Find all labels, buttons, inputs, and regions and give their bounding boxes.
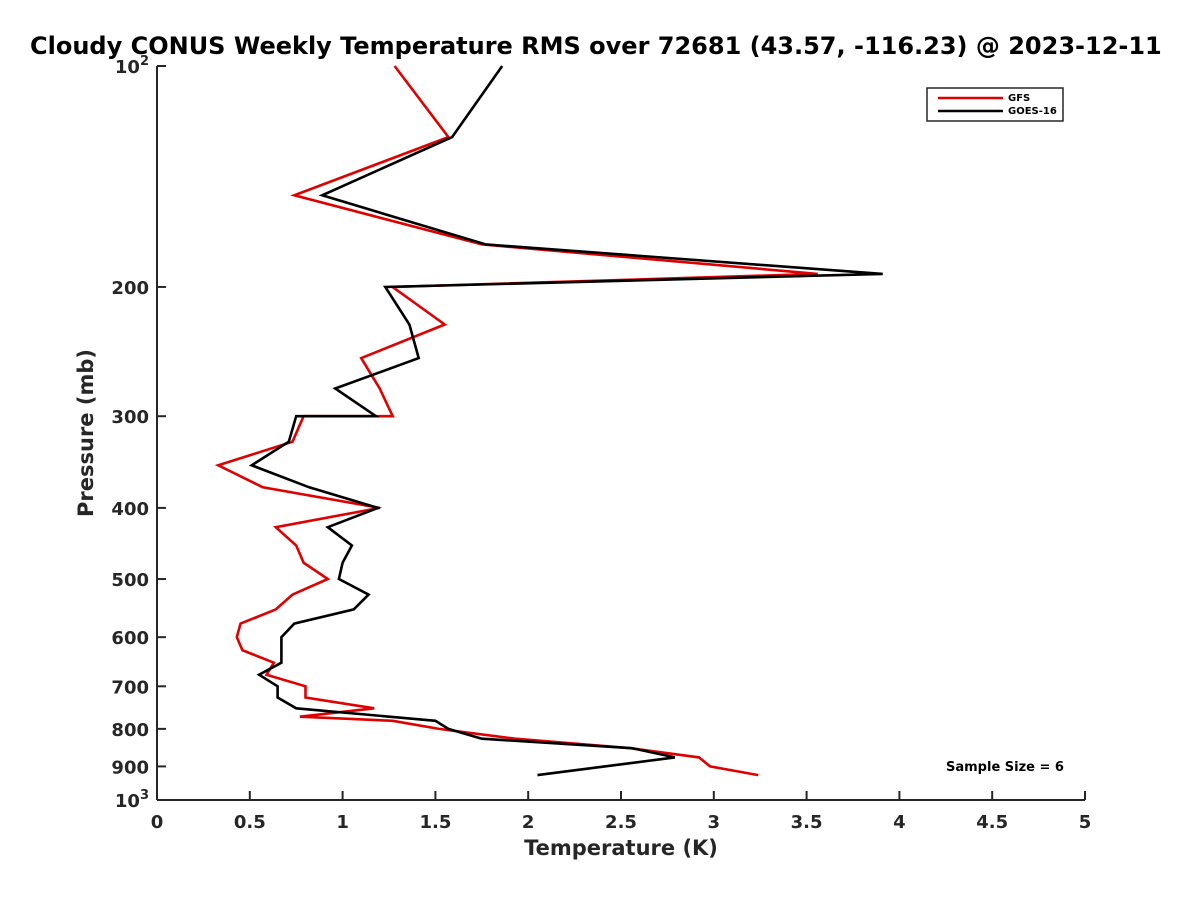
y-tick-label: 600 — [111, 628, 149, 649]
legend-label-goes: GOES-16 — [1008, 106, 1057, 117]
y-tick-label: 500 — [111, 570, 149, 591]
series-line-gfs — [214, 65, 818, 777]
x-tick-label: 5 — [1079, 812, 1092, 833]
x-tick-label: 1.5 — [419, 812, 451, 833]
x-tick-label: 2 — [522, 812, 535, 833]
x-axis-label: Temperature (K) — [524, 836, 718, 860]
x-tick-label: 4 — [893, 812, 906, 833]
x-tick-label: 1 — [336, 812, 349, 833]
y-tick-label: 103 — [115, 788, 149, 812]
y-tick-label: 102 — [115, 54, 149, 78]
x-ticks: 0 0.5 1 1.5 2 2.5 3 3.5 4 4.5 5 — [151, 791, 1092, 833]
legend: GFS GOES-16 — [926, 87, 1064, 122]
y-tick-label: 900 — [111, 757, 149, 778]
y-tick-label: 400 — [111, 499, 149, 520]
plot-area: 0 0.5 1 1.5 2 2.5 3 3.5 4 4.5 5 102 200 300 400 500 600… — [111, 54, 1091, 833]
x-tick-label: 3.5 — [791, 812, 823, 833]
y-tick-label: 700 — [111, 677, 149, 698]
x-tick-label: 0 — [151, 812, 164, 833]
y-tick-label: 800 — [111, 720, 149, 741]
sample-size-annotation: Sample Size = 6 — [946, 760, 1064, 775]
y-ticks: 102 200 300 400 500 600 700 800 900 103 — [111, 54, 166, 812]
y-tick-label: 200 — [111, 278, 149, 299]
y-tick-label: 300 — [111, 407, 149, 428]
legend-label-gfs: GFS — [1008, 93, 1030, 104]
x-tick-label: 0.5 — [234, 812, 266, 833]
x-tick-label: 3 — [708, 812, 721, 833]
legend-box — [926, 87, 1064, 122]
series-lines — [214, 65, 883, 777]
x-tick-label: 4.5 — [976, 812, 1008, 833]
chart-title: Cloudy CONUS Weekly Temperature RMS over… — [30, 32, 1162, 60]
y-axis-label: Pressure (mb) — [74, 349, 98, 517]
series-line-goes-16 — [248, 65, 883, 777]
x-tick-label: 2.5 — [605, 812, 637, 833]
